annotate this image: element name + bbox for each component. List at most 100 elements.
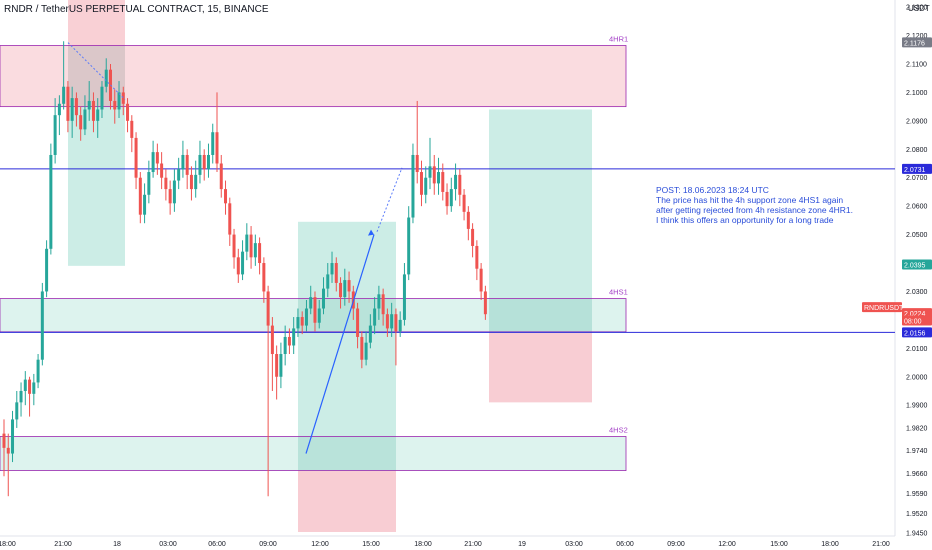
candle-body	[262, 263, 266, 292]
candle-body	[172, 180, 176, 204]
candle-body	[19, 390, 23, 403]
price-label-text: 2.0395	[904, 262, 926, 269]
candle-body	[198, 154, 202, 175]
candle-body	[206, 154, 210, 170]
candle-body	[258, 243, 262, 264]
candle-body	[483, 291, 487, 315]
candle-body	[28, 379, 32, 394]
candle-body	[424, 177, 428, 195]
price-label-text: 2.0156	[904, 330, 926, 337]
x-tick-label: 18	[113, 541, 121, 548]
candle-body	[445, 191, 449, 207]
candle-body	[177, 169, 181, 181]
trend-arrow	[305, 234, 375, 454]
candle-body	[215, 132, 219, 164]
candle-body	[360, 336, 364, 360]
y-tick-label: 1.9520	[906, 511, 928, 518]
x-tick-label: 15:00	[770, 541, 788, 548]
candle-body	[211, 132, 215, 155]
candle-body	[283, 336, 287, 355]
candle-body	[2, 433, 6, 448]
candle-body	[334, 263, 338, 283]
candle-body	[364, 342, 368, 360]
candle-body	[441, 172, 445, 192]
x-tick-label: 03:00	[565, 541, 583, 548]
y-tick-label: 2.1300	[906, 5, 928, 12]
candle-body	[300, 317, 304, 326]
candle-body	[249, 234, 253, 258]
setup-box-risk-3	[489, 331, 592, 403]
candle-body	[330, 263, 334, 275]
candle-body	[368, 325, 372, 343]
candle-body	[407, 217, 411, 275]
trend-arrow-head	[368, 229, 374, 236]
price-label-bg	[902, 259, 932, 270]
y-tick-label: 1.9740	[906, 448, 928, 455]
price-label-text: 08:00	[904, 318, 922, 325]
candle-body	[181, 154, 185, 170]
y-tick-label: 1.9450	[906, 531, 928, 538]
y-tick-label: 2.0300	[906, 289, 928, 296]
x-tick-label: 21:00	[464, 541, 482, 548]
y-tick-label: 2.1200	[906, 33, 928, 40]
candle-body	[40, 291, 44, 360]
candle-body	[253, 243, 257, 258]
y-tick-label: 2.0800	[906, 147, 928, 154]
candle-body	[147, 172, 151, 195]
candle-body	[164, 177, 168, 190]
x-tick-label: 09:00	[259, 541, 277, 548]
candle-body	[32, 382, 36, 394]
candle-body	[219, 163, 223, 190]
projection-dotted-1	[67, 42, 126, 100]
currency-label: USDT	[908, 4, 930, 13]
setup-box-risk-top	[68, 0, 125, 46]
candle-body	[304, 308, 308, 326]
y-tick-label: 2.0600	[906, 204, 928, 211]
candle-body	[49, 154, 53, 249]
x-tick-label: 06:00	[208, 541, 226, 548]
candle-body	[292, 328, 296, 346]
candle-body	[419, 172, 423, 195]
price-label-bg	[902, 315, 932, 326]
setup-box-target-3	[489, 109, 592, 332]
candle-body	[471, 228, 475, 246]
candle-body	[79, 115, 83, 130]
y-tick-label: 2.1100	[906, 61, 927, 68]
candle-body	[326, 274, 330, 289]
candle-body	[279, 354, 283, 377]
y-tick-label: 2.0900	[906, 118, 928, 125]
candle-body	[411, 154, 415, 218]
x-tick-label: 18:00	[0, 541, 16, 548]
candle-body	[57, 103, 61, 116]
price-label-text: 2.1176	[904, 40, 925, 47]
y-tick-label: 2.0700	[906, 175, 928, 182]
candle-body	[373, 308, 377, 326]
candle-body	[138, 177, 142, 215]
candle-body	[23, 379, 27, 391]
candle-body	[121, 92, 125, 104]
y-tick-label: 1.9820	[906, 425, 928, 432]
candle-body	[432, 166, 436, 184]
y-tick-label: 1.9900	[906, 403, 928, 410]
projection-dotted-2	[376, 167, 403, 232]
candle-body	[309, 297, 313, 309]
candle-body	[202, 154, 206, 170]
y-tick-label: 1.9590	[906, 491, 928, 498]
candle-body	[143, 194, 147, 215]
price-axis-bg	[895, 0, 932, 550]
candle-body	[160, 163, 164, 178]
zone-label-4hr1: 4HR1	[609, 34, 628, 43]
candle-body	[189, 174, 193, 190]
zone-label-4hs1: 4HS1	[609, 288, 628, 297]
candle-body	[15, 402, 19, 420]
y-tick-label: 1.9660	[906, 471, 928, 478]
y-tick-label: 2.0100	[906, 346, 928, 353]
candle-body	[74, 98, 78, 116]
setup-box-target-2	[298, 221, 396, 471]
candle-body	[113, 100, 117, 110]
candle-body	[385, 314, 389, 329]
candle-body	[275, 354, 279, 377]
chart-title: RNDR / TetherUS PERPETUAL CONTRACT, 15, …	[4, 4, 269, 15]
candle-body	[377, 294, 381, 309]
